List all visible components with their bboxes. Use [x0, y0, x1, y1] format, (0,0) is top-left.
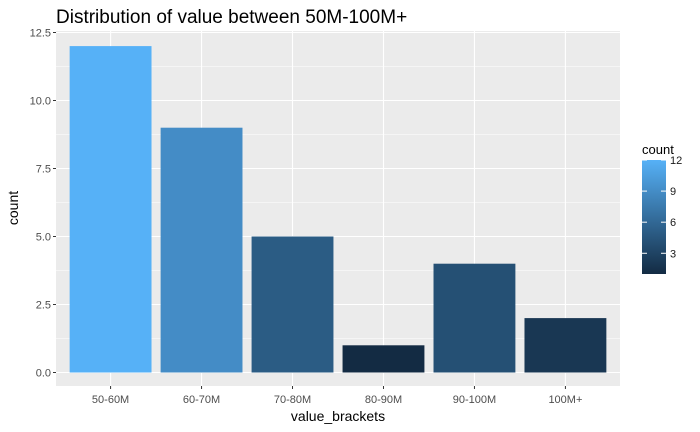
bars [69, 46, 607, 373]
bar-90-100M [433, 263, 516, 373]
y-tick-label: 10.0 [30, 96, 51, 108]
y-tick-label: 12.5 [30, 28, 51, 40]
bar-60-70M [160, 127, 243, 373]
x-axis: 50-60M 60-70M 70-80M 80-90M 90-100M 100M+ [92, 386, 582, 406]
bar-50-60M [69, 46, 152, 373]
x-axis-title: value_brackets [291, 408, 385, 424]
y-tick-label: 0.0 [36, 368, 51, 380]
x-tick-label: 60-70M [183, 394, 220, 406]
y-tick-label: 5.0 [36, 232, 51, 244]
legend-colorbar [642, 160, 666, 274]
chart-title: Distribution of value between 50M-100M+ [56, 7, 407, 28]
y-axis: 0.0 2.5 5.0 7.5 10.0 12.5 [30, 28, 56, 380]
legend: count 3 6 9 12 [642, 142, 682, 274]
x-tick-label: 50-60M [92, 394, 129, 406]
bar-100M+ [524, 318, 607, 373]
x-tick-label: 90-100M [453, 394, 496, 406]
bar-80-90M [342, 345, 425, 373]
x-tick-label: 70-80M [274, 394, 311, 406]
legend-tick-label: 9 [670, 186, 676, 198]
bar-70-80M [251, 236, 334, 373]
legend-tick-label: 6 [670, 217, 676, 229]
legend-tick-label: 12 [670, 155, 682, 167]
y-axis-title: count [5, 191, 21, 225]
y-tick-label: 2.5 [36, 300, 51, 312]
x-tick-label: 80-90M [365, 394, 402, 406]
legend-tick-label: 3 [670, 248, 676, 260]
legend-ticks: 3 6 9 12 [642, 155, 682, 260]
legend-title: count [642, 142, 674, 157]
y-tick-label: 7.5 [36, 164, 51, 176]
x-tick-label: 100M+ [548, 394, 582, 406]
